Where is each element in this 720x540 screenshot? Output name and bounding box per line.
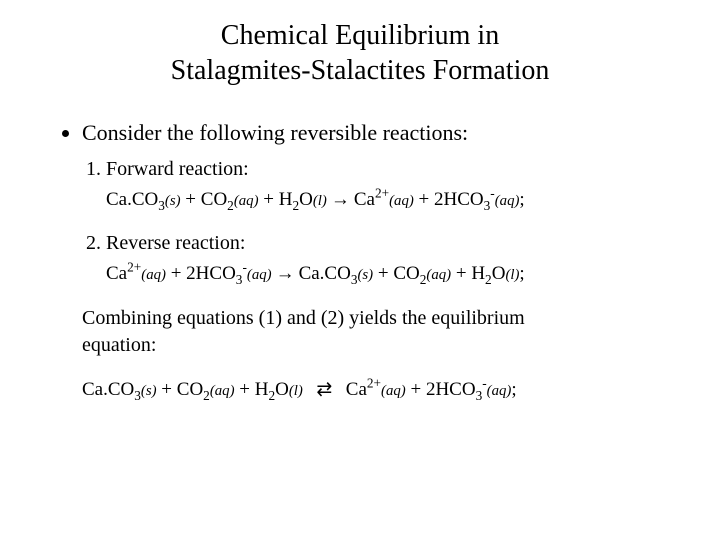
reaction-list: Forward reaction: bbox=[40, 156, 680, 183]
forward-reaction-label: Forward reaction: bbox=[106, 156, 680, 183]
combine-text: Combining equations (1) and (2) yields t… bbox=[40, 305, 680, 359]
reverse-reaction-equation: Ca2+(aq) + 2HCO3-(aq)→Ca.CO3(s) + CO2(aq… bbox=[40, 261, 680, 287]
reaction-list-2: Reverse reaction: bbox=[40, 230, 680, 257]
combine-line-2: equation: bbox=[82, 334, 156, 356]
combine-line-1: Combining equations (1) and (2) yields t… bbox=[82, 307, 525, 329]
equilibrium-equation: Ca.CO3(s) + CO2(aq) + H2O(l) ⇄ Ca2+(aq) … bbox=[40, 377, 680, 403]
lead-bullet: Consider the following reversible reacti… bbox=[82, 118, 680, 148]
reverse-reaction-label: Reverse reaction: bbox=[106, 230, 680, 257]
forward-arrow-icon: → bbox=[272, 263, 299, 284]
forward-reaction-equation: Ca.CO3(s) + CO2(aq) + H2O(l)→Ca2+(aq) + … bbox=[40, 187, 680, 213]
title-line-1: Chemical Equilibrium in bbox=[221, 20, 499, 51]
forward-arrow-icon: → bbox=[327, 189, 354, 210]
equilibrium-arrow-icon: ⇄ bbox=[312, 379, 336, 400]
slide-body: Consider the following reversible reacti… bbox=[40, 118, 680, 403]
slide: { "title_line1": "Chemical Equilibrium i… bbox=[0, 0, 720, 540]
title-line-2: Stalagmites-Stalactites Formation bbox=[171, 55, 550, 86]
lead-bullet-list: Consider the following reversible reacti… bbox=[40, 118, 680, 148]
slide-title: Chemical Equilibrium in Stalagmites-Stal… bbox=[40, 18, 680, 88]
